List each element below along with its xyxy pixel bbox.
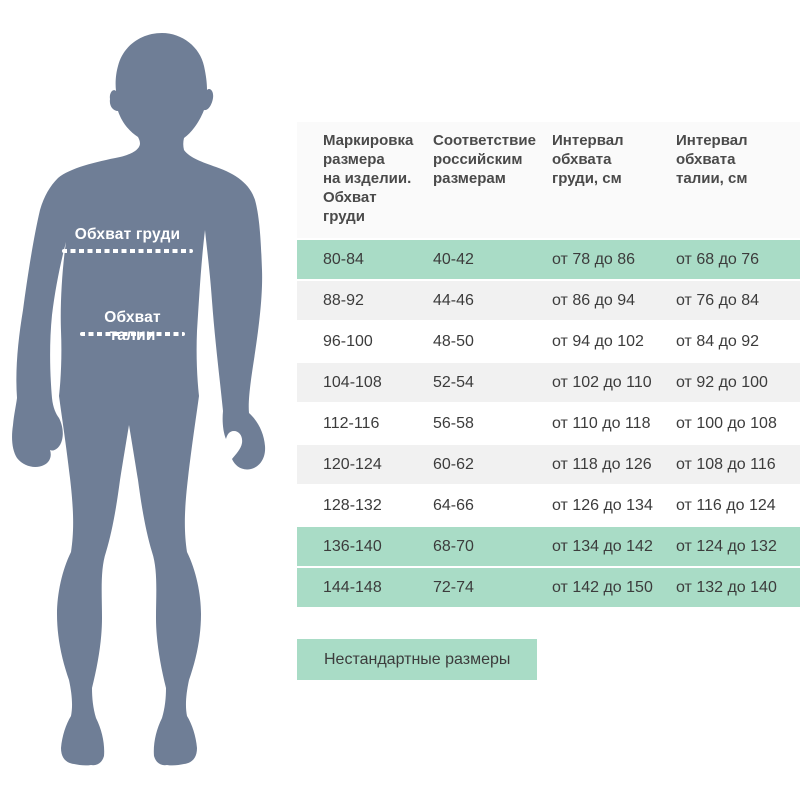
cell-size-marking: 128-132 [323,496,382,514]
table-row: 144-148 72-74 от 142 до 150 от 132 до 14… [297,568,800,607]
table-header: Маркировка размера на изделии. Обхват гр… [297,122,800,238]
cell-chest-interval: от 142 до 150 [552,578,653,596]
cell-size-marking: 144-148 [323,578,382,596]
table-row: 112-116 56-58 от 110 до 118 от 100 до 10… [297,404,800,443]
header-size-marking: Маркировка размера на изделии. Обхват гр… [323,132,414,225]
cell-waist-interval: от 92 до 100 [676,373,768,391]
nonstandard-sizes-box: Нестандартные размеры [297,639,537,680]
cell-russian-size: 56-58 [433,414,474,432]
cell-russian-size: 60-62 [433,455,474,473]
table-row: 136-140 68-70 от 134 до 142 от 124 до 13… [297,527,800,566]
cell-chest-interval: от 134 до 142 [552,537,653,555]
cell-chest-interval: от 86 до 94 [552,291,636,309]
table-rows: 80-84 40-42 от 78 до 86 от 68 до 76 88-9… [297,240,800,607]
cell-waist-interval: от 76 до 84 [676,291,760,309]
cell-russian-size: 48-50 [433,332,474,350]
cell-chest-interval: от 78 до 86 [552,250,636,268]
cell-waist-interval: от 116 до 124 [676,496,776,514]
table-row: 88-92 44-46 от 86 до 94 от 76 до 84 [297,281,800,320]
cell-russian-size: 40-42 [433,250,474,268]
man-silhouette [12,33,266,766]
cell-size-marking: 96-100 [323,332,373,350]
cell-size-marking: 120-124 [323,455,382,473]
cell-chest-interval: от 118 до 126 [552,455,652,473]
table-row: 104-108 52-54 от 102 до 110 от 92 до 100 [297,363,800,402]
cell-size-marking: 136-140 [323,537,382,555]
header-chest-interval: Интервал обхвата груди, см [552,132,624,187]
nonstandard-sizes-label: Нестандартные размеры [324,650,511,668]
chest-dashed-line [62,249,193,253]
table-row: 96-100 48-50 от 94 до 102 от 84 до 92 [297,322,800,361]
cell-size-marking: 88-92 [323,291,364,309]
cell-waist-interval: от 84 до 92 [676,332,760,350]
cell-size-marking: 80-84 [323,250,364,268]
cell-chest-interval: от 126 до 134 [552,496,653,514]
size-table: Маркировка размера на изделии. Обхват гр… [297,122,800,680]
table-row: 120-124 60-62 от 118 до 126 от 108 до 11… [297,445,800,484]
cell-russian-size: 68-70 [433,537,474,555]
header-waist-interval: Интервал обхвата талии, см [676,132,748,187]
table-row: 128-132 64-66 от 126 до 134 от 116 до 12… [297,486,800,525]
cell-chest-interval: от 110 до 118 [552,414,651,432]
waist-dashed-line [80,332,185,336]
cell-chest-interval: от 94 до 102 [552,332,644,350]
cell-size-marking: 104-108 [323,373,382,391]
cell-waist-interval: от 132 до 140 [676,578,777,596]
cell-waist-interval: от 108 до 116 [676,455,776,473]
cell-size-marking: 112-116 [323,414,380,432]
cell-russian-size: 52-54 [433,373,474,391]
cell-waist-interval: от 124 до 132 [676,537,777,555]
cell-waist-interval: от 68 до 76 [676,250,760,268]
chest-circumference-label: Обхват груди [74,226,181,243]
table-row: 80-84 40-42 от 78 до 86 от 68 до 76 [297,240,800,279]
silhouette-figure: Обхват груди Обхват талии [0,0,300,800]
cell-waist-interval: от 100 до 108 [676,414,777,432]
waist-circumference-label: Обхват талии [104,309,161,344]
cell-russian-size: 44-46 [433,291,474,309]
header-russian-size: Соответствие российским размерам [433,132,536,187]
cell-chest-interval: от 102 до 110 [552,373,652,391]
cell-russian-size: 72-74 [433,578,474,596]
cell-russian-size: 64-66 [433,496,474,514]
